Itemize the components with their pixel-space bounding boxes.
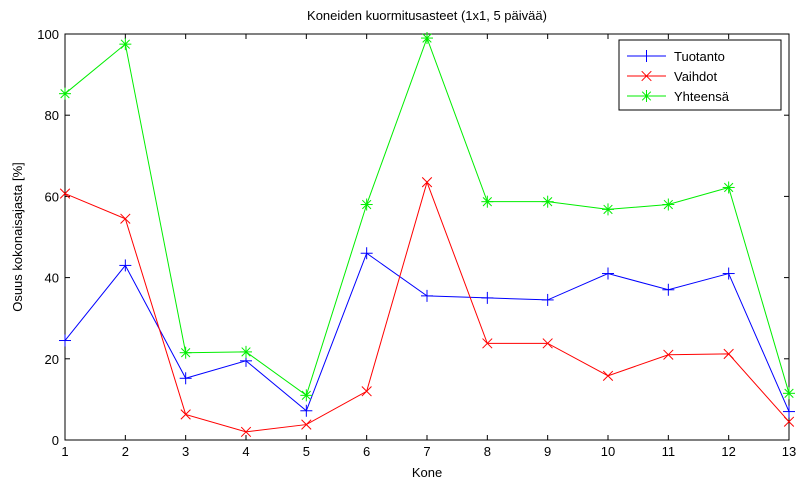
series-layer (59, 32, 795, 438)
data-point (542, 338, 553, 349)
legend-label: Yhteensä (674, 89, 730, 104)
series-yhteensä (59, 32, 795, 402)
data-point (602, 203, 614, 216)
series-tuotanto (59, 247, 795, 418)
x-tick-label: 7 (423, 444, 430, 459)
x-tick-label: 10 (601, 444, 615, 459)
chart-title: Koneiden kuormitusasteet (1x1, 5 päivää) (307, 8, 547, 23)
x-tick-label: 3 (182, 444, 189, 459)
data-point (602, 370, 614, 382)
data-point (300, 389, 313, 402)
y-tick-label: 0 (52, 433, 59, 448)
data-point (240, 345, 252, 358)
x-tick-label: 4 (242, 444, 249, 459)
series-vaihdot (59, 177, 795, 438)
data-point (360, 247, 373, 260)
x-tick-label: 6 (363, 444, 370, 459)
data-point (300, 404, 313, 417)
x-tick-label: 9 (544, 444, 551, 459)
x-tick-label: 2 (122, 444, 129, 459)
data-point (663, 349, 674, 360)
data-point (722, 267, 735, 280)
y-tick-label: 100 (37, 27, 59, 42)
data-point (481, 195, 494, 208)
x-axis-label: Kone (412, 465, 442, 480)
data-point (301, 419, 312, 430)
y-axis-label: Osuus kokonaisajasta [%] (10, 162, 25, 312)
data-point (783, 405, 795, 418)
data-point (361, 386, 372, 397)
data-point (59, 334, 71, 347)
y-tick-label: 80 (45, 108, 59, 123)
x-tick-label: 11 (662, 444, 676, 459)
data-point (662, 198, 675, 211)
x-tick-label: 12 (721, 444, 735, 459)
x-tick-label: 1 (61, 444, 68, 459)
legend: Tuotanto Vaihdot Yhteensä (618, 39, 782, 111)
legend-marker (641, 70, 652, 82)
data-point (119, 38, 132, 51)
data-point (481, 291, 494, 304)
data-point (179, 346, 192, 359)
data-point (59, 87, 71, 100)
data-point (783, 387, 795, 400)
data-point (482, 338, 493, 349)
data-point (783, 416, 795, 427)
data-point (120, 213, 131, 224)
data-point (541, 293, 554, 306)
x-tick-label: 5 (303, 444, 310, 459)
data-point (59, 188, 71, 199)
y-tick-label: 20 (45, 352, 59, 367)
data-point (421, 289, 433, 302)
data-point (119, 259, 132, 272)
legend-marker (640, 90, 653, 102)
legend-marker (640, 50, 653, 62)
legend-entry: Tuotanto (627, 49, 725, 64)
data-point (723, 348, 734, 360)
data-point (541, 195, 554, 208)
legend-entry: Vaihdot (627, 69, 718, 84)
x-tick-label: 8 (484, 444, 491, 459)
data-point (360, 198, 373, 211)
data-point (421, 32, 433, 45)
data-point (602, 267, 614, 280)
legend-entry: Yhteensä (627, 89, 730, 104)
data-point (722, 181, 735, 194)
legend-label: Vaihdot (674, 69, 718, 84)
data-point (179, 372, 192, 385)
data-point (421, 177, 433, 188)
x-tick-label: 13 (782, 444, 796, 459)
y-tick-label: 60 (45, 189, 59, 204)
y-tick-label: 40 (45, 271, 59, 286)
legend-label: Tuotanto (674, 49, 725, 64)
data-point (240, 426, 252, 438)
data-point (662, 283, 675, 296)
data-point (180, 409, 191, 420)
